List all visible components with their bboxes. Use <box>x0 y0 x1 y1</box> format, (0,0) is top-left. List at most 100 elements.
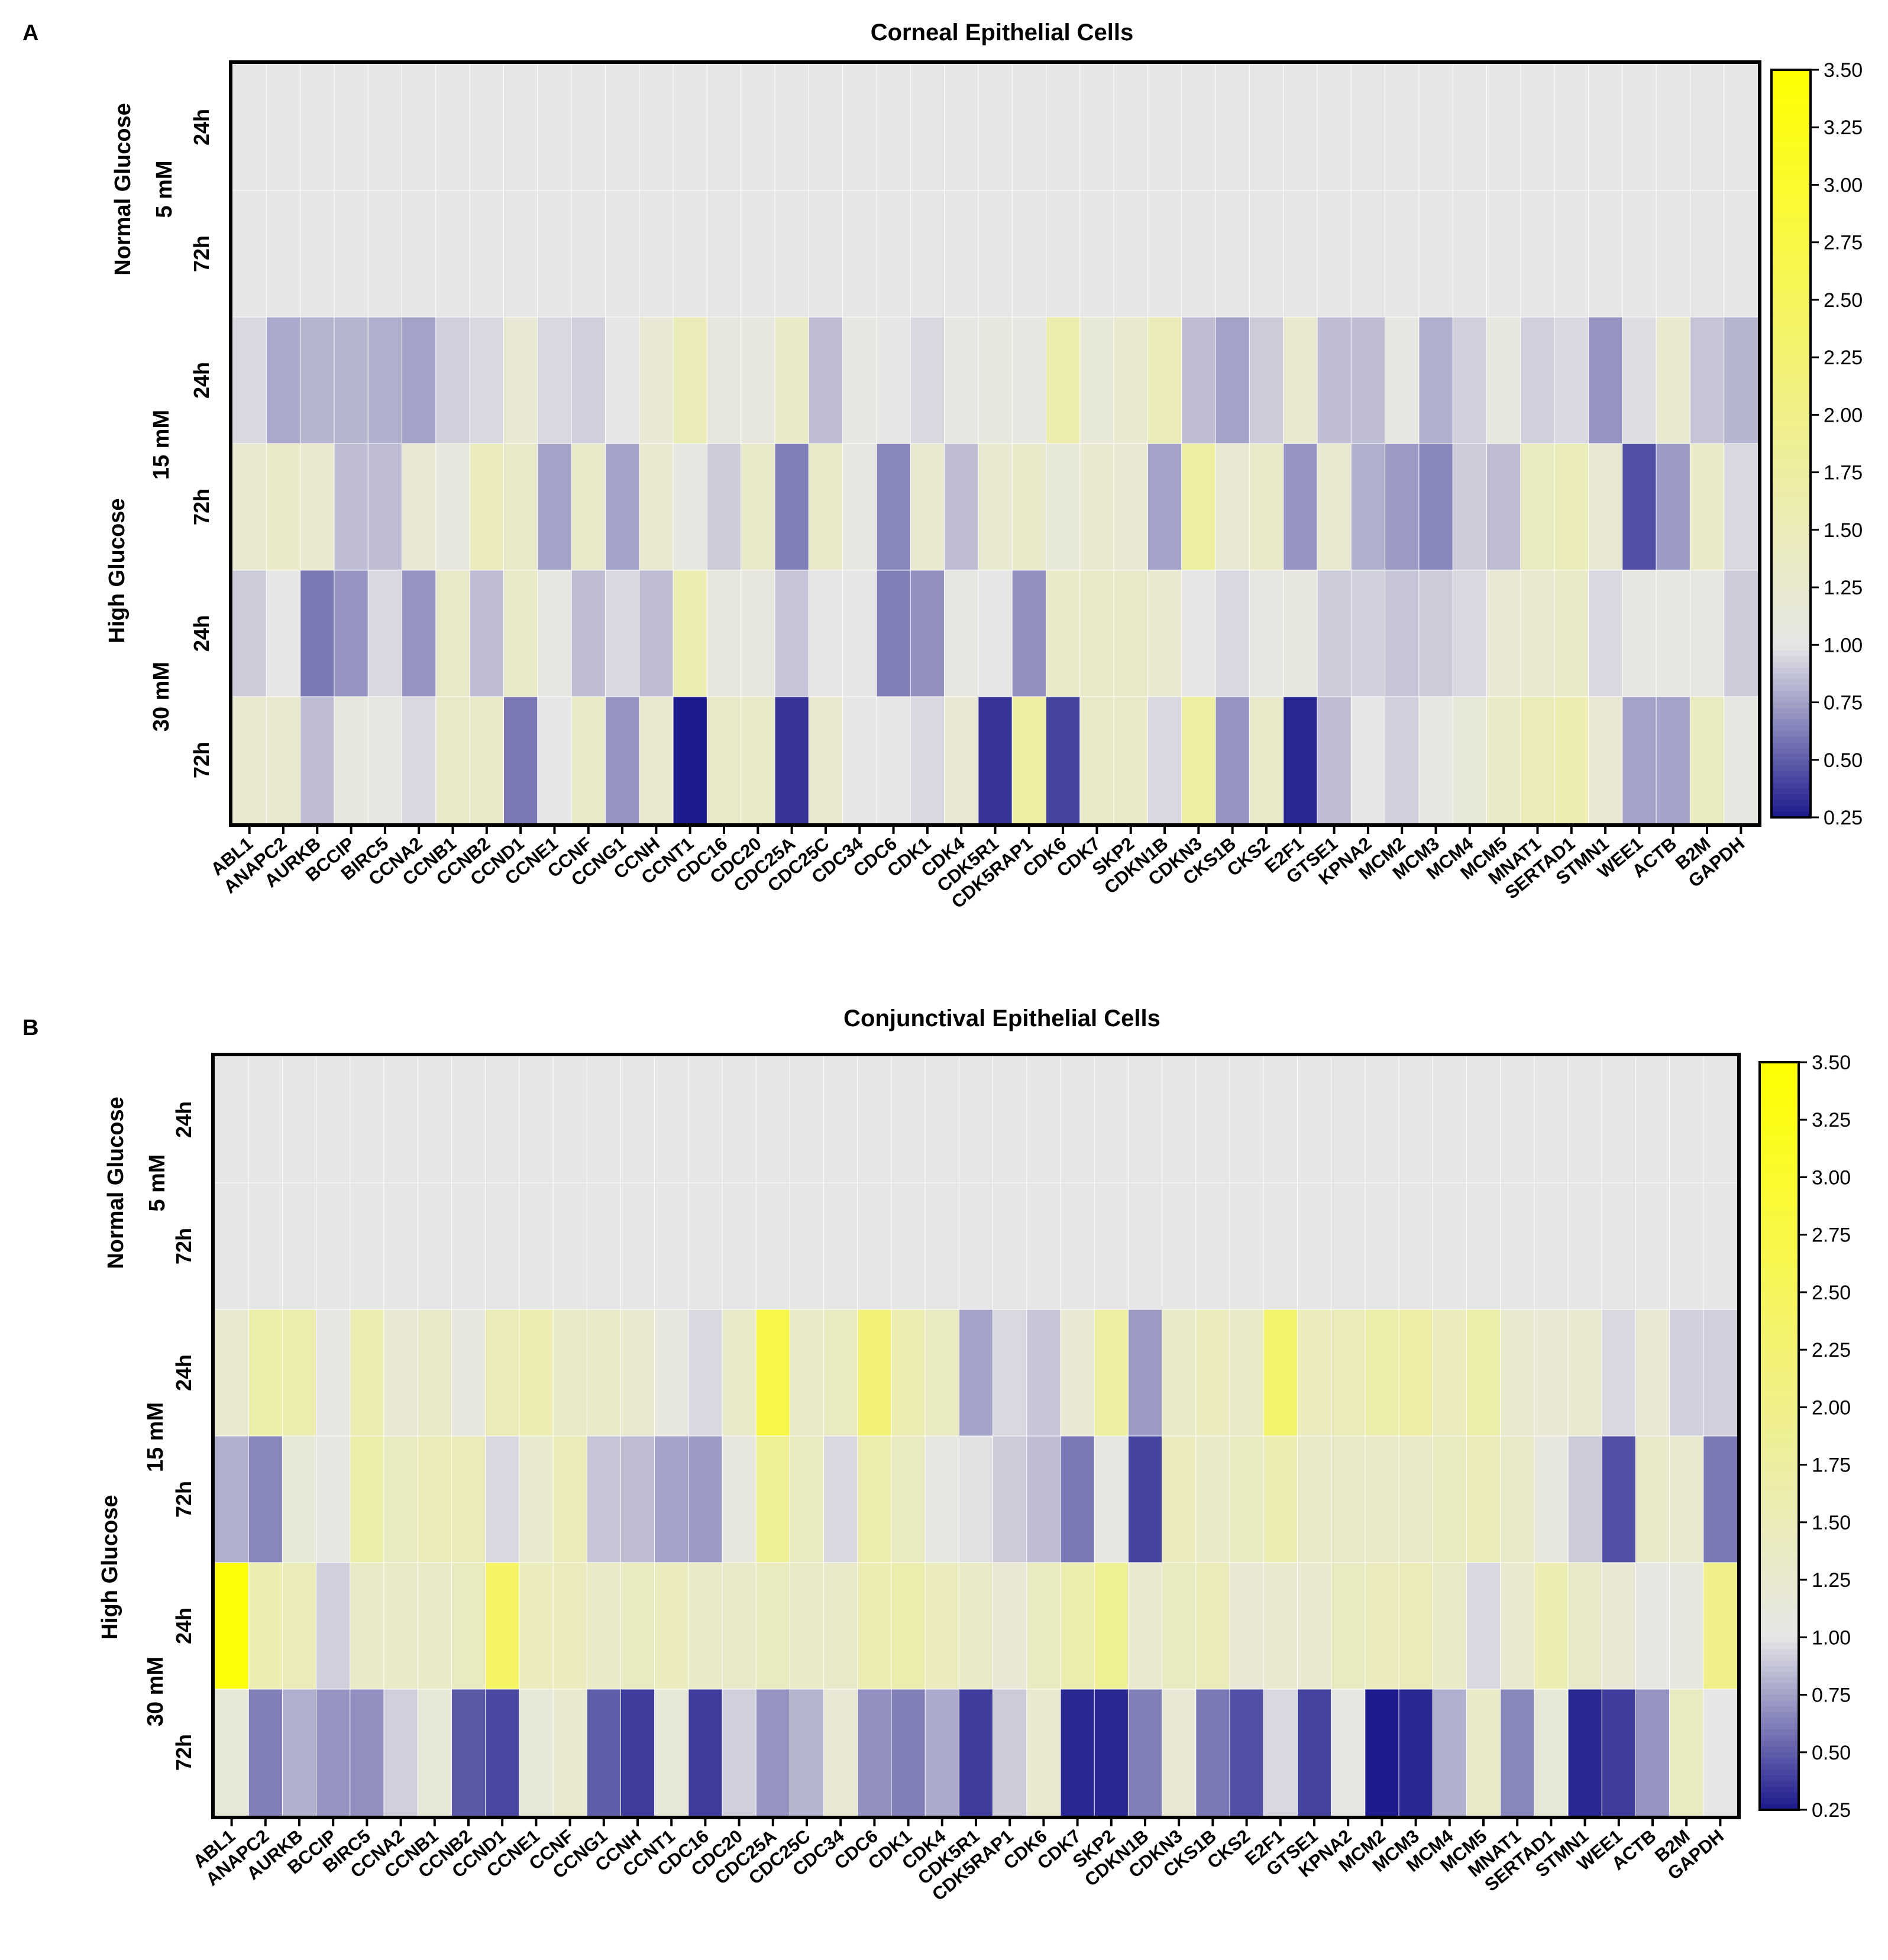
colorbar-segment <box>1760 1361 1799 1368</box>
heatmap-cell <box>1182 317 1216 444</box>
heatmap-cell <box>1419 190 1453 318</box>
colorbar-segment <box>1771 260 1811 266</box>
heatmap-cell <box>978 697 1013 824</box>
heatmap-cell <box>790 1563 824 1690</box>
heatmap-cell <box>519 1563 554 1690</box>
heatmap-cell <box>824 1689 858 1816</box>
heatmap-cell <box>1147 570 1182 697</box>
colorbar-segment <box>1760 1649 1799 1655</box>
heatmap-cell <box>368 64 402 191</box>
colorbar-segment <box>1760 1166 1799 1172</box>
colorbar-tick-label: 2.25 <box>1824 347 1863 369</box>
colorbar-segment <box>1760 1373 1799 1379</box>
heatmap-cell <box>809 64 843 191</box>
heatmap-cell <box>1588 697 1622 824</box>
heatmap-cell <box>1521 697 1555 824</box>
colorbar-segment <box>1760 1258 1799 1264</box>
colorbar-segment <box>1771 800 1811 807</box>
heatmap-cell <box>790 1056 824 1183</box>
colorbar-tick-label: 0.50 <box>1812 1742 1851 1764</box>
colorbar-segment <box>1760 1143 1799 1149</box>
heatmap-cell <box>707 570 741 697</box>
panel-b-group-15mm: 15 mM <box>143 1402 168 1472</box>
colorbar-segment <box>1771 524 1811 531</box>
colorbar-segment <box>1760 1723 1799 1730</box>
heatmap-cell <box>282 1563 316 1690</box>
colorbar-segment <box>1760 1453 1799 1460</box>
heatmap-cell <box>925 1436 959 1563</box>
heatmap-cell <box>620 1056 655 1183</box>
colorbar-segment <box>1771 806 1811 813</box>
heatmap-cell <box>384 1563 418 1690</box>
heatmap-cell <box>553 1056 587 1183</box>
heatmap-cell <box>1419 444 1453 571</box>
colorbar-segment <box>1771 473 1811 479</box>
heatmap-cell <box>1588 64 1622 191</box>
heatmap-cell <box>824 1436 858 1563</box>
heatmap-cell <box>1317 317 1352 444</box>
heatmap-cell <box>486 1436 520 1563</box>
heatmap-cell <box>1196 1309 1230 1437</box>
heatmap-cell <box>248 1183 283 1310</box>
heatmap-cell <box>1061 1309 1095 1437</box>
heatmap-cell <box>673 697 707 824</box>
heatmap-cell <box>877 570 911 697</box>
colorbar-segment <box>1760 1402 1799 1408</box>
heatmap-cell <box>384 1436 418 1563</box>
colorbar-segment <box>1760 1315 1799 1322</box>
colorbar-segment <box>1771 651 1811 657</box>
colorbar-segment <box>1771 461 1811 467</box>
heatmap-cell <box>978 64 1013 191</box>
heatmap-cell <box>1703 1056 1738 1183</box>
heatmap-cell <box>1249 570 1284 697</box>
colorbar-segment <box>1760 1746 1799 1753</box>
heatmap-cell <box>1162 1563 1197 1690</box>
heatmap-cell <box>1622 570 1657 697</box>
colorbar-segment <box>1771 708 1811 714</box>
heatmap-cell <box>1317 570 1352 697</box>
colorbar-segment <box>1760 1189 1799 1195</box>
colorbar-segment <box>1771 403 1811 410</box>
heatmap-cell <box>402 570 437 697</box>
heatmap-cell <box>775 190 809 318</box>
colorbar-segment <box>1760 1367 1799 1373</box>
heatmap-cell <box>1635 1056 1670 1183</box>
heatmap-cell <box>519 1309 554 1437</box>
colorbar-segment <box>1760 1240 1799 1247</box>
heatmap-cell <box>470 190 504 318</box>
row-label: 72h <box>172 1734 196 1771</box>
heatmap-cell <box>688 1183 723 1310</box>
heatmap-cell <box>1703 1309 1738 1437</box>
heatmap-cell <box>503 697 538 824</box>
heatmap-cell <box>1554 64 1589 191</box>
colorbar-segment <box>1760 1229 1799 1235</box>
heatmap-cell <box>756 1183 790 1310</box>
heatmap-cell <box>587 1563 621 1690</box>
colorbar-segment <box>1771 116 1811 122</box>
colorbar-segment <box>1760 1528 1799 1535</box>
heatmap-cell <box>1670 1056 1704 1183</box>
heatmap-cell <box>1487 317 1521 444</box>
heatmap-cell <box>1249 190 1284 318</box>
heatmap-cell <box>877 444 911 571</box>
colorbar-segment <box>1771 771 1811 778</box>
colorbar-segment <box>1771 231 1811 237</box>
colorbar-segment <box>1760 1683 1799 1690</box>
heatmap-cell <box>741 570 775 697</box>
heatmap-cell <box>1162 1689 1197 1816</box>
colorbar-segment <box>1771 490 1811 496</box>
heatmap-cell <box>215 1056 249 1183</box>
colorbar-segment <box>1760 1425 1799 1431</box>
heatmap-cell <box>945 190 979 318</box>
heatmap-cell <box>571 570 606 697</box>
colorbar-segment <box>1771 162 1811 169</box>
colorbar-segment <box>1760 1580 1799 1586</box>
heatmap-cell <box>910 444 945 571</box>
panel-b-group-30mm: 30 mM <box>143 1657 168 1726</box>
heatmap-cell <box>1656 444 1690 571</box>
heatmap-cell <box>1622 317 1657 444</box>
colorbar-segment <box>1771 564 1811 571</box>
heatmap-cell <box>503 190 538 318</box>
heatmap-cell <box>741 64 775 191</box>
heatmap-cell <box>451 1309 486 1437</box>
